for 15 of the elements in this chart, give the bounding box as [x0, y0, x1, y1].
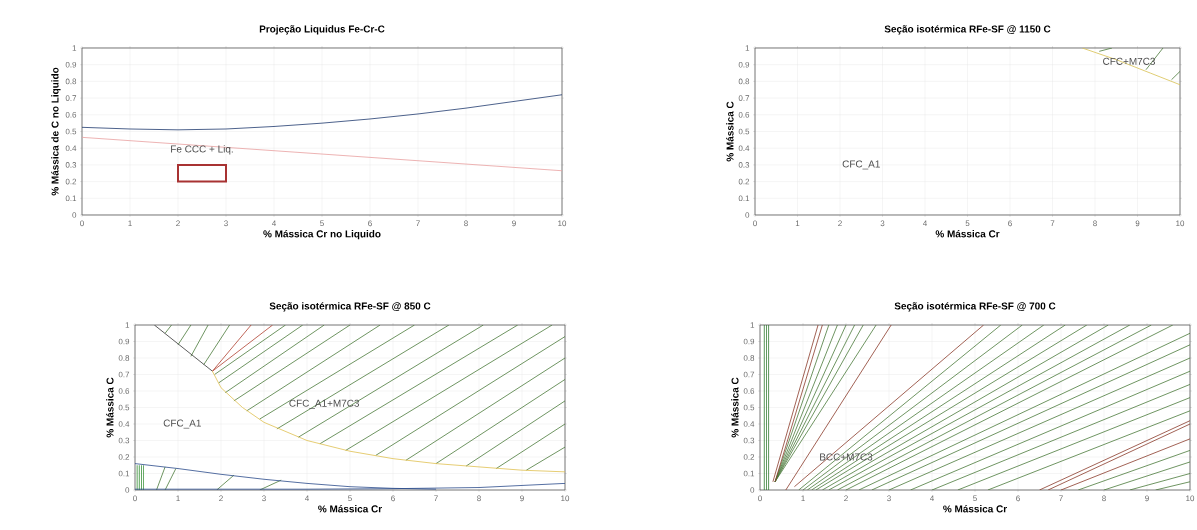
- y-axis-title: % Mássica C: [726, 101, 734, 162]
- chart-title: Projeção Liquidus Fe-Cr-C: [259, 25, 385, 35]
- y-axis-title: % Mássica de C no Liquido: [51, 67, 61, 196]
- chart-title: Seção isotérmica RFe-SF @ 850 C: [269, 302, 431, 312]
- annotation: CFC_A1: [842, 160, 880, 170]
- x-axis-title: % Mássica Cr: [318, 505, 382, 513]
- x-axis-title: % Mássica Cr no Liquido: [263, 230, 381, 240]
- y-axis-title: % Mássica C: [106, 377, 114, 438]
- chart-title: Seção isotérmica RFe-SF @ 700 C: [894, 302, 1056, 312]
- annotation: Fe CCC + Liq.: [171, 145, 233, 155]
- x-axis-title: % Mássica Cr: [943, 505, 1007, 513]
- y-axis-title: % Mássica C: [731, 377, 739, 438]
- x-axis-title: % Mássica Cr: [935, 230, 1000, 238]
- annotation: CFC_A1: [163, 419, 201, 429]
- chart-title: Seção isotérmica RFe-SF @ 1150 C: [884, 25, 1051, 35]
